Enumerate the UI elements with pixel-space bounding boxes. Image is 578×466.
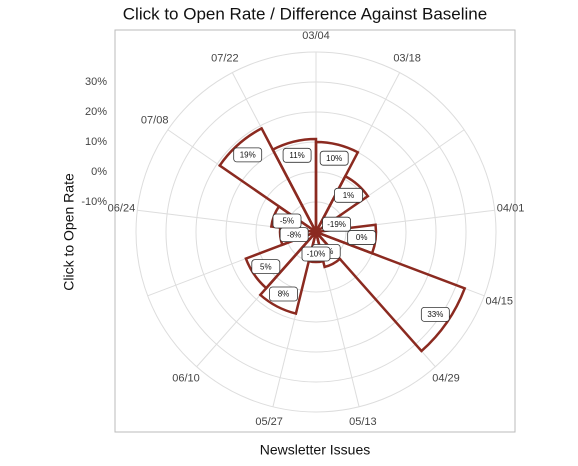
value-label: -5% <box>272 213 302 229</box>
value-label-text: 8% <box>278 290 290 299</box>
value-label-box <box>301 246 331 262</box>
y-tick-label: 10% <box>85 136 107 148</box>
value-label: -8% <box>279 227 309 243</box>
value-label: 8% <box>269 286 298 302</box>
wedge <box>314 174 370 234</box>
wedge <box>271 137 318 233</box>
value-label-box <box>251 259 281 275</box>
value-label-text: -8% <box>287 230 301 239</box>
value-label-box <box>272 213 302 229</box>
value-label: 33% <box>420 306 450 322</box>
value-label-text: 33% <box>427 310 443 319</box>
value-label-box <box>282 147 312 163</box>
value-label-box <box>322 216 351 232</box>
value-label-text: 5% <box>260 262 272 271</box>
x-tick-label: 04/29 <box>432 373 460 385</box>
value-label: 11% <box>282 147 312 163</box>
x-tick-label: 05/13 <box>349 416 377 428</box>
x-tick-label: 06/10 <box>172 373 200 385</box>
value-label-text: 11% <box>289 151 304 160</box>
plot-panel <box>114 29 516 433</box>
value-label: 19% <box>233 147 263 163</box>
value-label: -10% <box>301 246 331 262</box>
x-tick-label: 03/04 <box>302 30 330 42</box>
value-label: 10% <box>319 150 349 166</box>
wedge <box>315 230 467 353</box>
x-tick-label: 04/01 <box>497 202 525 214</box>
x-tick-label: 04/15 <box>485 295 513 307</box>
value-label: 1% <box>334 187 363 203</box>
x-tick-label: 07/22 <box>211 52 239 64</box>
value-label-text: -5% <box>280 217 294 226</box>
value-label-text: 10% <box>326 154 342 163</box>
value-label: 0% <box>347 230 377 245</box>
value-label-box <box>319 150 349 166</box>
x-tick-label: 03/18 <box>393 52 421 64</box>
y-axis-label: Click to Open Rate <box>61 173 77 291</box>
value-label-text: -10% <box>307 250 326 259</box>
wedge <box>314 231 342 269</box>
x-axis-label: Newsletter Issues <box>260 442 370 458</box>
wedge <box>217 126 318 234</box>
value-label-text: 1% <box>343 191 355 200</box>
value-label-box <box>420 306 450 322</box>
value-label-text: 0% <box>356 233 368 242</box>
x-tick-label: 06/24 <box>108 202 136 214</box>
value-label-box <box>233 147 263 163</box>
y-tick-label: 0% <box>91 166 107 178</box>
value-label: -19% <box>322 216 351 232</box>
y-tick-label: 20% <box>85 106 107 118</box>
value-label-text: 19% <box>240 151 256 160</box>
wedge <box>244 230 317 290</box>
chart-title: Click to Open Rate / Difference Against … <box>123 4 487 23</box>
value-label: 5% <box>251 259 281 275</box>
value-label-box <box>334 187 363 203</box>
x-tick-label: 05/27 <box>255 416 283 428</box>
value-label-box <box>347 230 377 245</box>
y-tick-label: 30% <box>85 76 107 88</box>
x-tick-label: 07/08 <box>141 115 169 127</box>
value-label-text: -19% <box>327 220 346 229</box>
y-tick-label: -10% <box>81 196 107 208</box>
value-label-box <box>269 286 298 302</box>
wedge <box>258 231 318 316</box>
